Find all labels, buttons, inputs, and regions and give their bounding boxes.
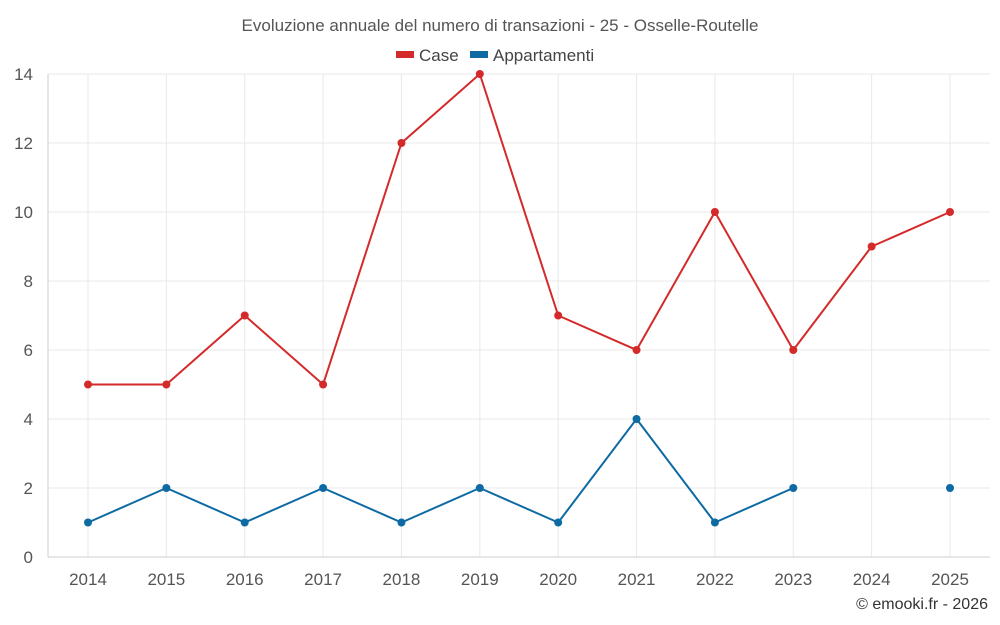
grid bbox=[48, 73, 990, 557]
x-tick-label: 2016 bbox=[226, 570, 264, 589]
y-tick-label: 10 bbox=[14, 203, 33, 222]
series-line-appartamenti bbox=[88, 419, 950, 523]
legend-label-case: Case bbox=[419, 46, 459, 65]
series-appartamenti[interactable] bbox=[84, 415, 954, 527]
data-point-appartamenti[interactable] bbox=[710, 518, 719, 527]
y-tick-label: 2 bbox=[24, 479, 33, 498]
legend-label-appartamenti: Appartamenti bbox=[493, 46, 594, 65]
data-point-case[interactable] bbox=[319, 380, 328, 389]
y-tick-label: 12 bbox=[14, 134, 33, 153]
x-tick-label: 2017 bbox=[304, 570, 342, 589]
chart-title: Evoluzione annuale del numero di transaz… bbox=[242, 16, 759, 35]
data-point-appartamenti[interactable] bbox=[789, 484, 798, 492]
series-case[interactable] bbox=[84, 70, 954, 389]
y-tick-label: 0 bbox=[24, 548, 33, 567]
data-point-appartamenti[interactable] bbox=[162, 484, 171, 492]
data-point-case[interactable] bbox=[789, 346, 798, 354]
series-layer bbox=[84, 70, 954, 527]
y-tick-label: 6 bbox=[24, 341, 33, 360]
data-point-case[interactable] bbox=[475, 70, 484, 78]
data-point-appartamenti[interactable] bbox=[554, 518, 563, 527]
x-tick-label: 2014 bbox=[69, 570, 107, 589]
x-tick-label: 2019 bbox=[461, 570, 499, 589]
series-line-case bbox=[88, 73, 951, 386]
y-tick-label: 14 bbox=[14, 65, 33, 84]
x-tick-label: 2018 bbox=[383, 570, 421, 589]
data-point-appartamenti[interactable] bbox=[475, 484, 484, 492]
data-point-appartamenti[interactable] bbox=[319, 484, 328, 492]
data-point-case[interactable] bbox=[632, 346, 641, 354]
data-point-case[interactable] bbox=[946, 208, 954, 216]
x-tick-label: 2023 bbox=[774, 570, 812, 589]
legend-item-appartamenti[interactable]: Appartamenti bbox=[470, 46, 594, 65]
axes: 0 2 4 6 8 10 12 14 2014 2015 2016 2017 2018 2019 2020 2… bbox=[14, 65, 990, 589]
data-point-appartamenti[interactable] bbox=[240, 518, 249, 527]
data-point-appartamenti[interactable] bbox=[397, 518, 406, 527]
data-point-case[interactable] bbox=[867, 242, 876, 251]
legend-swatch-appartamenti bbox=[470, 51, 488, 58]
legend-swatch-case bbox=[396, 51, 414, 58]
x-tick-label: 2024 bbox=[853, 570, 891, 589]
y-tick-label: 4 bbox=[24, 410, 33, 429]
x-tick-label: 2022 bbox=[696, 570, 734, 589]
x-tick-label: 2020 bbox=[539, 570, 577, 589]
data-point-appartamenti[interactable] bbox=[946, 484, 954, 492]
data-point-appartamenti[interactable] bbox=[632, 415, 641, 423]
data-point-case[interactable] bbox=[397, 139, 406, 147]
data-point-case[interactable] bbox=[240, 311, 249, 320]
data-point-case[interactable] bbox=[710, 208, 719, 216]
data-point-appartamenti[interactable] bbox=[84, 518, 92, 527]
y-tick-label: 8 bbox=[24, 272, 33, 291]
legend-item-case[interactable]: Case bbox=[396, 46, 459, 65]
x-tick-label: 2025 bbox=[931, 570, 969, 589]
x-tick-label: 2021 bbox=[618, 570, 656, 589]
data-point-case[interactable] bbox=[84, 380, 92, 389]
data-point-case[interactable] bbox=[162, 380, 171, 389]
x-tick-label: 2015 bbox=[147, 570, 185, 589]
legend: Case Appartamenti bbox=[396, 46, 594, 65]
data-point-case[interactable] bbox=[554, 311, 563, 320]
credit-text: © emooki.fr - 2026 bbox=[856, 596, 988, 613]
